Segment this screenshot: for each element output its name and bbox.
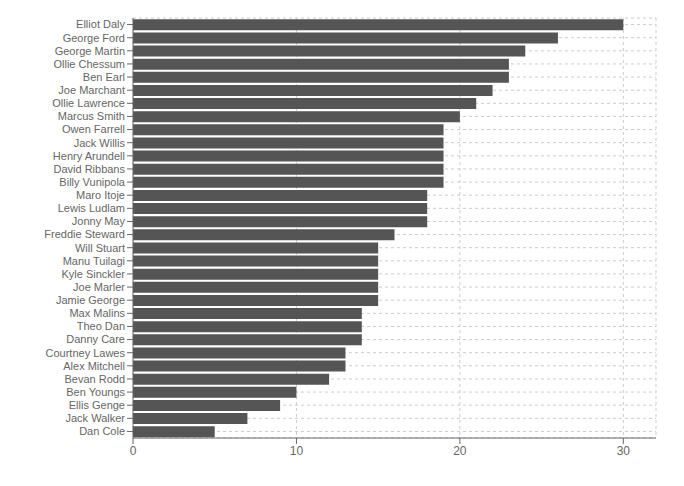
svg-text:Alex Mitchell: Alex Mitchell [63, 360, 125, 372]
svg-text:Freddie Steward: Freddie Steward [44, 228, 125, 240]
svg-text:Maro Itoje: Maro Itoje [76, 189, 125, 201]
svg-text:Joe Marler: Joe Marler [73, 281, 125, 293]
svg-text:George Ford: George Ford [63, 32, 125, 44]
svg-text:Theo Dan: Theo Dan [77, 320, 125, 332]
svg-text:Ben Earl: Ben Earl [83, 71, 125, 83]
svg-text:Courtney Lawes: Courtney Lawes [46, 347, 126, 359]
svg-text:Jonny May: Jonny May [72, 215, 126, 227]
svg-text:Ellis Genge: Ellis Genge [69, 399, 125, 411]
svg-text:Henry Arundell: Henry Arundell [53, 150, 125, 162]
svg-text:Joe Marchant: Joe Marchant [58, 84, 125, 96]
svg-text:David Ribbans: David Ribbans [53, 163, 125, 175]
svg-text:Owen Farrell: Owen Farrell [62, 123, 125, 135]
svg-text:Billy Vunipola: Billy Vunipola [59, 176, 126, 188]
svg-text:30: 30 [617, 444, 631, 458]
svg-text:Ollie Chessum: Ollie Chessum [53, 58, 125, 70]
svg-text:Manu Tuilagi: Manu Tuilagi [63, 255, 125, 267]
svg-text:20: 20 [453, 444, 467, 458]
svg-text:Kyle Sinckler: Kyle Sinckler [61, 268, 125, 280]
svg-text:Will Stuart: Will Stuart [75, 242, 125, 254]
svg-text:Jack Walker: Jack Walker [66, 412, 126, 424]
svg-text:Dan Cole: Dan Cole [79, 425, 125, 437]
svg-text:Elliot Daly: Elliot Daly [76, 18, 125, 30]
svg-text:Bevan Rodd: Bevan Rodd [64, 373, 125, 385]
svg-text:10: 10 [290, 444, 304, 458]
svg-text:Jack Willis: Jack Willis [74, 137, 126, 149]
svg-text:Danny Care: Danny Care [66, 333, 125, 345]
svg-text:Ben Youngs: Ben Youngs [66, 386, 125, 398]
svg-text:Lewis Ludlam: Lewis Ludlam [58, 202, 125, 214]
svg-text:George Martin: George Martin [55, 45, 125, 57]
svg-text:Ollie Lawrence: Ollie Lawrence [52, 97, 125, 109]
svg-text:0: 0 [130, 444, 137, 458]
svg-text:Marcus Smith: Marcus Smith [58, 110, 125, 122]
svg-text:Jamie George: Jamie George [56, 294, 125, 306]
svg-text:Max Malins: Max Malins [69, 307, 125, 319]
